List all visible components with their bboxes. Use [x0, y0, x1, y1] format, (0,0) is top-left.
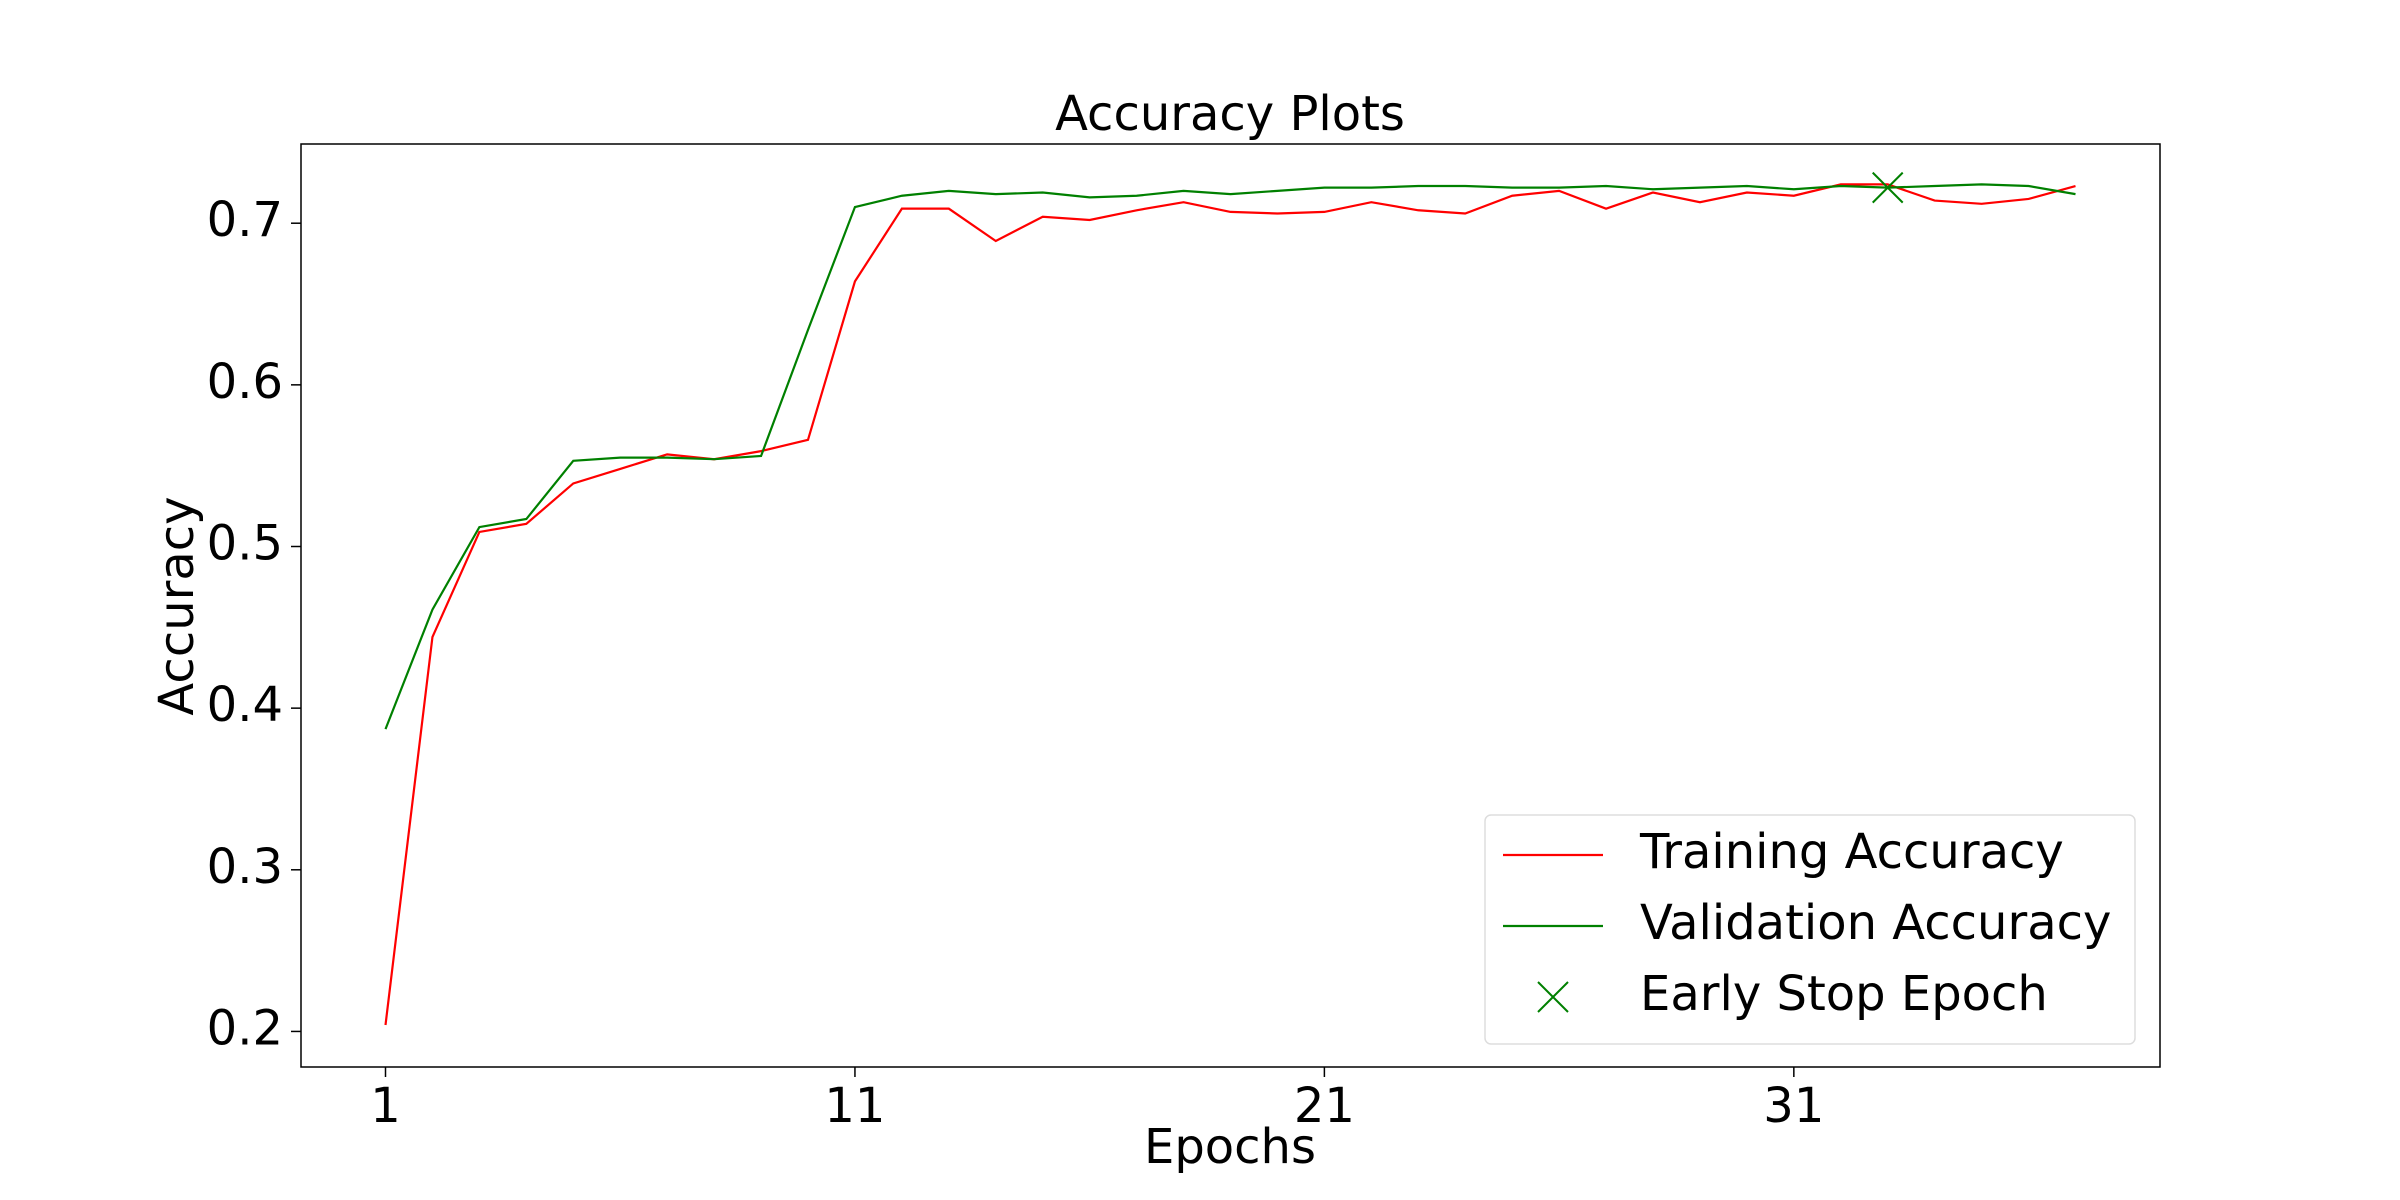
y-axis-label: Accuracy [149, 496, 205, 715]
legend-label: Validation Accuracy [1640, 895, 2111, 951]
data-line [384, 183, 2076, 1026]
x-tick-label: 11 [824, 1078, 885, 1134]
y-tick-label: 0.6 [207, 354, 283, 410]
early-stop-marker [1872, 171, 1904, 204]
y-tick-label: 0.4 [207, 677, 283, 733]
legend-swatch [1537, 981, 1569, 1013]
y-tick-label: 0.3 [207, 839, 283, 895]
legend-label: Training Accuracy [1639, 824, 2064, 880]
legend-label: Early Stop Epoch [1640, 966, 2048, 1022]
x-tick-label: 21 [1294, 1078, 1355, 1134]
y-tick-label: 0.5 [207, 515, 283, 571]
x-tick-label: 1 [370, 1078, 401, 1134]
x-axis-label: Epochs [1144, 1119, 1316, 1175]
y-tick-label: 0.2 [207, 1000, 283, 1056]
chart-title: Accuracy Plots [1055, 86, 1405, 142]
legend-box [1484, 814, 2136, 1045]
y-tick-label: 0.7 [207, 192, 283, 248]
x-tick-label: 31 [1763, 1078, 1824, 1134]
data-line [384, 183, 2076, 730]
plot-frame [300, 143, 2161, 1068]
